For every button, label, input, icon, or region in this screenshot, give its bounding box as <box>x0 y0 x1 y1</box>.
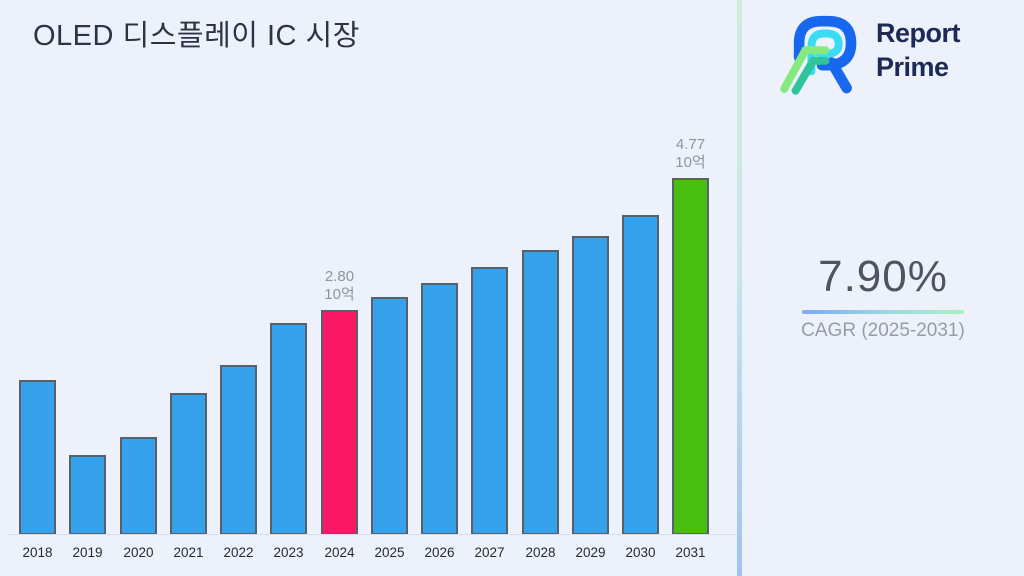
bar-2021 <box>170 393 207 535</box>
panel-separator <box>737 0 742 576</box>
bar-chart: 2018 2019 2020 2021 2022 2023 2024 2.80 10억 2025… <box>19 136 709 560</box>
x-tick-2023: 2023 <box>273 545 304 560</box>
logo-word-prime: Prime <box>876 52 949 82</box>
bar-2026 <box>421 283 458 535</box>
bar-2031 <box>672 178 709 535</box>
x-tick-2027: 2027 <box>474 545 505 560</box>
bar-2023 <box>270 323 307 535</box>
report-prime-logo: Report Prime <box>776 8 961 96</box>
logo-wordmark: Report Prime <box>868 8 961 96</box>
cagr-underline <box>802 310 964 314</box>
x-tick-2020: 2020 <box>123 545 154 560</box>
bar-2027 <box>471 267 508 535</box>
cagr-label: CAGR (2025-2031) <box>801 320 965 341</box>
x-tick-2030: 2030 <box>625 545 656 560</box>
bar-value-label-2031: 4.77 10억 <box>675 136 706 171</box>
x-tick-2028: 2028 <box>525 545 556 560</box>
chart-title: OLED 디스플레이 IC 시장 <box>33 20 360 52</box>
bar-2024 <box>321 310 358 535</box>
x-tick-2021: 2021 <box>173 545 204 560</box>
x-tick-2025: 2025 <box>374 545 405 560</box>
bar-2022 <box>220 365 257 535</box>
x-tick-2026: 2026 <box>424 545 455 560</box>
bar-2030 <box>622 215 659 535</box>
x-tick-2022: 2022 <box>223 545 254 560</box>
bar-2019 <box>69 455 106 535</box>
x-tick-2019: 2019 <box>72 545 103 560</box>
x-axis-line <box>8 534 737 535</box>
x-tick-2029: 2029 <box>575 545 606 560</box>
x-tick-2024: 2024 <box>324 545 355 560</box>
x-tick-2018: 2018 <box>22 545 53 560</box>
bar-2028 <box>522 250 559 535</box>
bar-2018 <box>19 380 56 535</box>
cagr-stat: 7.90% CAGR (2025-2031) <box>742 252 1024 342</box>
logo-word-report: Report <box>876 18 961 48</box>
report-prime-logo-icon <box>780 15 857 95</box>
bar-2029 <box>572 236 609 535</box>
bar-value-label-2024: 2.80 10억 <box>324 268 355 303</box>
bar-2020 <box>120 437 157 535</box>
x-tick-2031: 2031 <box>675 545 706 560</box>
cagr-value: 7.90% <box>818 252 948 301</box>
bar-2025 <box>371 297 408 535</box>
